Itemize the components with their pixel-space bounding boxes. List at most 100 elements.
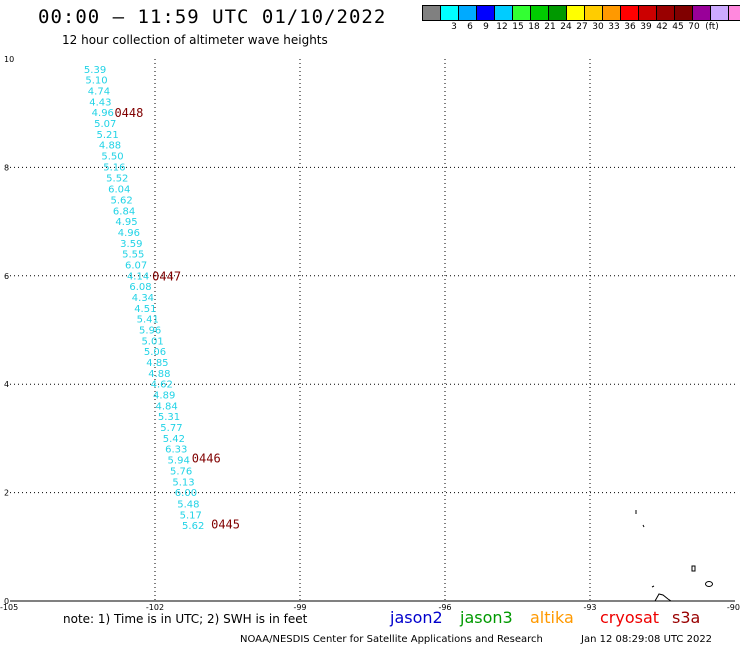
color-scale-label: 15 <box>512 22 524 32</box>
chart-title: 00:00 – 11:59 UTC 01/10/2022 <box>38 6 387 28</box>
wave-height-value: 5.07 <box>94 119 116 130</box>
color-scale-label: 24 <box>560 22 572 32</box>
x-tick-label: -90 <box>727 603 740 612</box>
color-scale-label: 39 <box>640 22 652 32</box>
color-scale-label: 27 <box>576 22 588 32</box>
wave-height-value: 5.06 <box>144 347 166 358</box>
satellite-legend-item: s3a <box>672 608 701 627</box>
wave-height-value: 6.04 <box>108 185 130 196</box>
color-scale-label: 30 <box>592 22 604 32</box>
wave-height-value: 5.76 <box>170 466 192 477</box>
pass-time-labels: 0448 0447 0446 0445 <box>114 106 240 531</box>
pass-time-label: 0446 <box>192 451 221 465</box>
tick-labels: -105 -102 -99 -96 -93 -90 0 2 4 6 8 10 <box>0 55 740 612</box>
satellite-legend-item: jason2 <box>390 608 443 627</box>
wave-height-value: 5.94 <box>168 456 190 467</box>
wave-height-value: 3.59 <box>120 239 142 250</box>
wave-height-value: 6.00 <box>175 488 197 499</box>
wave-height-value: 5.77 <box>160 423 182 434</box>
satellite-legend-item: altika <box>530 608 574 627</box>
wave-height-value: 5.13 <box>172 477 194 488</box>
generated-timestamp: Jan 12 08:29:08 UTC 2022 <box>581 634 713 645</box>
wave-height-value: 4.95 <box>115 217 137 228</box>
y-tick-label: 6 <box>4 272 9 281</box>
pass-time-label: 0445 <box>211 518 240 532</box>
wave-height-value: 6.07 <box>125 260 147 271</box>
island-outline <box>705 581 713 587</box>
wave-height-value: 5.41 <box>137 315 159 326</box>
y-tick-label: 2 <box>4 489 9 498</box>
wave-height-value: 4.88 <box>99 141 121 152</box>
wave-height-value: 4.84 <box>155 401 177 412</box>
wave-height-value: 5.50 <box>101 152 123 163</box>
y-tick-label: 4 <box>4 380 9 389</box>
wave-height-value: 4.43 <box>89 97 111 108</box>
coast-mark <box>642 524 645 528</box>
color-scale-label: 70 <box>688 22 700 32</box>
coast-outline <box>654 593 672 602</box>
wave-height-value: 4.14 <box>127 271 149 282</box>
footnote: note: 1) Time is in UTC; 2) SWH is in fe… <box>63 612 308 626</box>
wave-height-value: 5.31 <box>158 412 180 423</box>
coastline-fragments <box>635 510 713 602</box>
wave-height-value: 4.34 <box>132 293 154 304</box>
x-tick-label: -105 <box>0 603 18 612</box>
wave-height-value: 4.96 <box>118 228 140 239</box>
wave-height-value: 4.74 <box>88 86 110 97</box>
wave-height-value: 5.55 <box>122 250 144 261</box>
x-tick-label: -96 <box>438 603 451 612</box>
wave-height-value: 5.16 <box>103 162 125 173</box>
color-scale-label: 3 <box>451 22 457 32</box>
wave-height-value: 5.01 <box>141 336 163 347</box>
color-scale-label: 6 <box>467 22 473 32</box>
wave-height-value: 5.10 <box>85 76 107 87</box>
color-scale-label: 12 <box>496 22 508 32</box>
wave-height-value: 5.21 <box>97 130 119 141</box>
wave-height-values: 5.395.104.744.434.965.075.214.885.505.16… <box>84 65 204 532</box>
satellite-legend-item: cryosat <box>600 608 660 627</box>
wave-height-value: 6.84 <box>113 206 135 217</box>
color-swatch <box>728 5 740 21</box>
color-scale-label: 9 <box>483 22 489 32</box>
y-tick-label: 0 <box>4 597 9 606</box>
pass-time-label: 0448 <box>114 106 143 120</box>
grid-lines <box>10 59 735 601</box>
color-scale-label: 36 <box>624 22 636 32</box>
y-tick-label: 8 <box>4 163 9 172</box>
satellite-legend-item: jason3 <box>460 608 513 627</box>
wave-height-value: 4.85 <box>146 358 168 369</box>
wave-height-value: 4.96 <box>92 108 114 119</box>
color-scale-label: (ft) <box>705 22 719 32</box>
color-scale-labels: 3 6 9 12 15 18 21 24 27 30 33 36 39 42 45 70 (ft) <box>422 22 740 34</box>
wave-height-value: 4.62 <box>151 380 173 391</box>
wave-height-value: 6.08 <box>129 282 151 293</box>
credit-line: NOAA/NESDIS Center for Satellite Applica… <box>240 634 543 645</box>
x-tick-label: -93 <box>583 603 596 612</box>
color-scale-bar <box>422 5 740 21</box>
wave-height-value: 4.88 <box>148 369 170 380</box>
color-scale-label: 18 <box>528 22 540 32</box>
wave-height-value: 5.48 <box>177 499 199 510</box>
wave-height-value: 5.17 <box>180 510 202 521</box>
wave-height-value: 6.33 <box>165 445 187 456</box>
color-scale-label: 33 <box>608 22 620 32</box>
wave-height-value: 4.51 <box>134 304 156 315</box>
color-scale-label: 45 <box>672 22 684 32</box>
wave-height-value: 5.39 <box>84 65 106 76</box>
wave-height-value: 5.62 <box>111 195 133 206</box>
pass-time-label: 0447 <box>152 269 181 283</box>
y-tick-label: 10 <box>4 55 14 64</box>
wave-height-value: 5.62 <box>182 521 204 532</box>
wave-height-value: 5.42 <box>163 434 185 445</box>
wave-height-value: 5.96 <box>139 326 161 337</box>
wave-height-value: 4.89 <box>153 391 175 402</box>
color-scale-label: 21 <box>544 22 556 32</box>
coast-mark <box>651 585 655 588</box>
island-outline <box>691 565 696 572</box>
x-tick-label: -99 <box>293 603 306 612</box>
color-scale-label: 42 <box>656 22 668 32</box>
chart-subtitle: 12 hour collection of altimeter wave hei… <box>62 33 328 47</box>
x-tick-label: -102 <box>146 603 164 612</box>
wave-height-value: 5.52 <box>106 174 128 185</box>
